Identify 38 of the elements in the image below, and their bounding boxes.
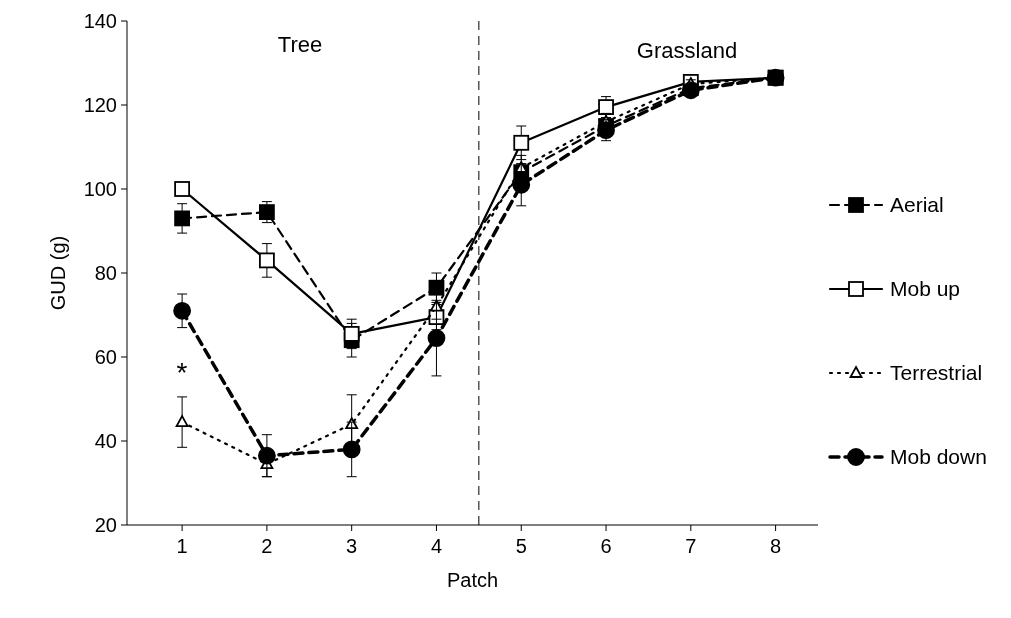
point (174, 210, 191, 227)
point (259, 204, 275, 220)
y-tick-label: 140 (83, 10, 117, 32)
x-tick-label: 3 (346, 535, 358, 557)
x-tick-label: 4 (430, 535, 443, 557)
x-tick-label: 2 (261, 535, 273, 557)
point (681, 81, 700, 100)
point (174, 181, 191, 197)
y-axis-title: GUD (g) (47, 235, 69, 311)
annotation: Tree (277, 32, 323, 57)
y-tick-label: 120 (83, 94, 117, 116)
y-tick-label: 60 (94, 346, 117, 368)
point (173, 301, 192, 320)
point (513, 134, 530, 151)
y-tick-label: 100 (83, 178, 117, 200)
x-tick-label: 1 (176, 535, 188, 557)
x-tick-label: 5 (515, 535, 527, 557)
x-axis-title: Patch (446, 569, 499, 591)
point (175, 415, 189, 427)
x-tick-label: 7 (685, 535, 697, 557)
annotation: Grassland (636, 38, 738, 63)
annotation: * (176, 357, 188, 388)
point (427, 329, 446, 347)
point (342, 440, 361, 459)
point (258, 446, 276, 465)
y-tick-label: 80 (94, 262, 117, 284)
legend-label: Mob up (890, 277, 961, 301)
y-tick-label: 40 (94, 430, 117, 452)
point (428, 279, 445, 296)
x-tick-label: 8 (770, 535, 782, 557)
legend-label: Mob down (890, 445, 987, 469)
x-tick-label: 6 (600, 535, 612, 557)
legend-label: Terrestrial (890, 361, 983, 385)
point (598, 99, 614, 115)
point (259, 252, 275, 269)
point (343, 326, 360, 342)
legend-label: Aerial (890, 193, 944, 217)
y-tick-label: 20 (94, 514, 117, 536)
